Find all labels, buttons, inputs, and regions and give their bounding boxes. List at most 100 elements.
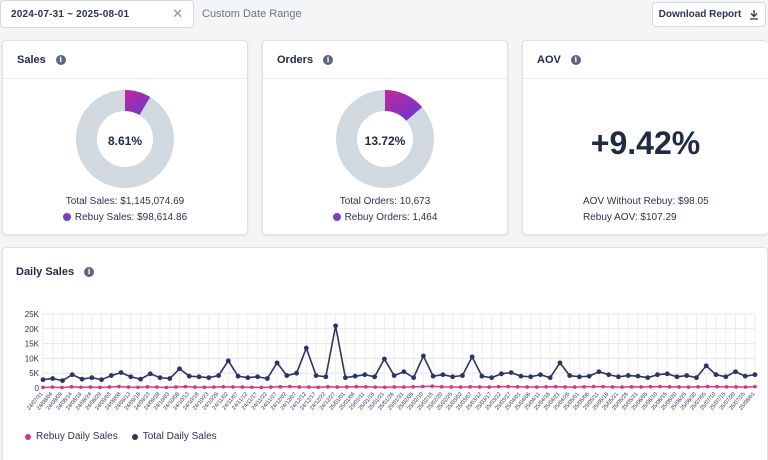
total-point bbox=[401, 369, 407, 375]
rebuy-sales: Rebuy Sales: $98,614.86 bbox=[74, 212, 188, 223]
rebuy-point bbox=[373, 385, 378, 389]
total-point bbox=[313, 373, 319, 378]
total-point bbox=[469, 354, 475, 360]
total-point bbox=[69, 372, 75, 378]
total-point bbox=[40, 377, 46, 383]
rebuy-point bbox=[686, 385, 691, 389]
legend-rebuy-label: Rebuy Daily Sales bbox=[36, 431, 118, 442]
total-point bbox=[742, 373, 748, 379]
custom-range-label: Custom Date Range bbox=[202, 8, 302, 20]
rebuy-point bbox=[629, 385, 634, 389]
total-point bbox=[245, 375, 251, 381]
rebuy-point bbox=[60, 385, 64, 390]
rebuy-point bbox=[506, 384, 510, 389]
rebuy-sales-row: Rebuy Sales: $98,614.86 bbox=[3, 212, 247, 223]
rebuy-point bbox=[363, 385, 368, 389]
rebuy-point bbox=[183, 384, 188, 389]
rebuy-point bbox=[174, 385, 178, 389]
total-point bbox=[655, 372, 660, 378]
total-point bbox=[459, 373, 465, 378]
total-point bbox=[274, 360, 280, 366]
rebuy-series-line bbox=[42, 385, 756, 389]
info-icon[interactable]: i bbox=[84, 267, 95, 277]
rebuy-point bbox=[667, 385, 672, 389]
rebuy-point bbox=[288, 384, 292, 389]
rebuy-point bbox=[515, 385, 520, 389]
date-range-input[interactable]: 2024-07-31 ~ 2025-08-01 ✕ bbox=[0, 0, 194, 28]
rebuy-orders: Rebuy Orders: 1,464 bbox=[344, 212, 438, 223]
rebuy-dot bbox=[62, 213, 71, 221]
rebuy-point bbox=[354, 384, 359, 389]
total-point bbox=[128, 374, 134, 380]
info-icon[interactable]: i bbox=[570, 54, 581, 65]
total-point bbox=[60, 378, 65, 383]
total-point bbox=[440, 372, 446, 378]
rebuy-point bbox=[753, 384, 757, 389]
orders-donut-chart bbox=[336, 90, 434, 188]
orders-title: Orders bbox=[277, 53, 314, 66]
total-point bbox=[381, 356, 387, 362]
rebuy-point bbox=[420, 384, 425, 389]
rebuy-point bbox=[107, 385, 112, 389]
rebuy-point bbox=[117, 384, 121, 389]
rebuy-point bbox=[430, 384, 435, 389]
rebuy-point bbox=[316, 385, 321, 390]
rebuy-aov: Rebuy AOV: $107.29 bbox=[583, 212, 677, 223]
legend-item-rebuy[interactable]: Rebuy Daily Sales bbox=[25, 431, 118, 442]
rebuy-point bbox=[487, 385, 491, 389]
total-point bbox=[235, 373, 241, 379]
info-icon[interactable]: i bbox=[55, 54, 66, 65]
daily-sales-card: Daily Sales i 0 5K 10K 15K 20K 25K 24/07/31 24/… bbox=[2, 247, 768, 460]
total-point bbox=[255, 374, 260, 380]
total-point bbox=[479, 373, 485, 379]
rebuy-point bbox=[155, 385, 159, 389]
legend-total-label: Total Daily Sales bbox=[142, 431, 217, 442]
total-point bbox=[596, 369, 602, 375]
total-point bbox=[499, 371, 504, 377]
rebuy-point bbox=[458, 385, 463, 389]
rebuy-point bbox=[724, 385, 729, 389]
rebuy-point bbox=[344, 385, 349, 389]
y-tick-label: 10K bbox=[25, 354, 40, 363]
total-point bbox=[635, 373, 641, 379]
legend-rebuy-dot bbox=[25, 433, 31, 440]
aov-card-header: AOV i bbox=[523, 41, 768, 79]
total-point bbox=[508, 370, 514, 376]
legend-item-total[interactable]: Total Daily Sales bbox=[131, 431, 217, 442]
rebuy-point bbox=[212, 385, 216, 389]
rebuy-point bbox=[88, 385, 93, 389]
legend-total-dot bbox=[131, 433, 138, 440]
close-icon[interactable]: ✕ bbox=[172, 6, 183, 21]
orders-donut-slice bbox=[385, 90, 423, 121]
rebuy-point bbox=[591, 384, 596, 389]
total-point bbox=[411, 375, 417, 381]
rebuy-point bbox=[553, 384, 558, 389]
daily-sales-header: Daily Sales i bbox=[3, 248, 767, 296]
total-point bbox=[284, 373, 290, 378]
daily-sales-chart: 05K10K15K20K25K24/07/3124/08/0424/08/092… bbox=[25, 310, 758, 412]
rebuy-point bbox=[658, 384, 662, 389]
rebuy-point bbox=[382, 385, 387, 390]
y-tick-label: 5K bbox=[29, 369, 39, 378]
total-point bbox=[645, 375, 651, 381]
total-point bbox=[352, 373, 358, 379]
total-point bbox=[167, 376, 173, 381]
rebuy-point bbox=[705, 384, 710, 389]
rebuy-point bbox=[601, 384, 605, 389]
rebuy-point bbox=[639, 385, 643, 389]
total-point bbox=[264, 376, 270, 381]
rebuy-point bbox=[496, 384, 501, 389]
rebuy-point bbox=[69, 385, 74, 389]
total-point bbox=[372, 374, 378, 380]
total-point bbox=[157, 375, 163, 381]
info-icon[interactable]: i bbox=[323, 54, 334, 65]
total-point bbox=[703, 363, 709, 369]
total-point bbox=[79, 376, 85, 382]
rebuy-point bbox=[715, 384, 719, 389]
rebuy-point bbox=[335, 385, 340, 389]
total-point bbox=[586, 373, 592, 379]
rebuy-point bbox=[41, 385, 45, 390]
total-point bbox=[303, 345, 309, 351]
download-report-button[interactable]: Download Report bbox=[652, 2, 766, 27]
total-point bbox=[489, 375, 495, 381]
